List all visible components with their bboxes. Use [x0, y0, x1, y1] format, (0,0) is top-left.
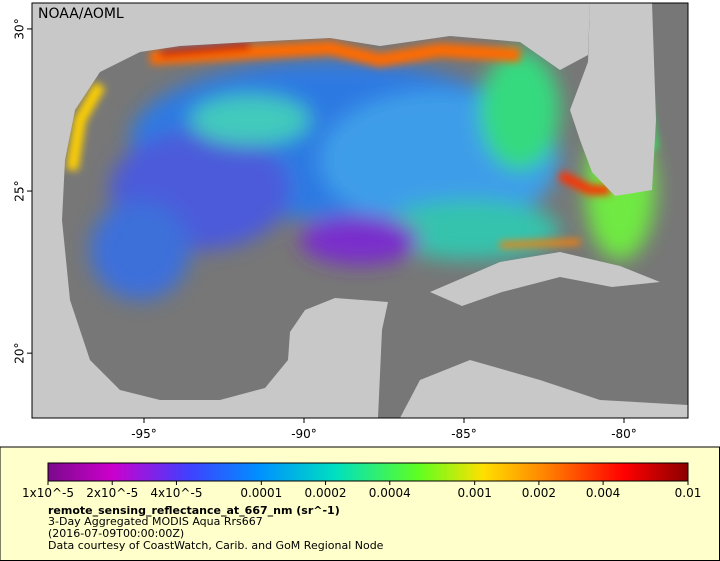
legend-line: 3-Day Aggregated MODIS Aqua Rrs667: [48, 515, 263, 528]
colorbar-tick-label: 0.002: [522, 486, 556, 500]
colorbar-tick-label: 0.01: [675, 486, 702, 500]
land-mainland: [32, 3, 590, 418]
y-tick-label: 20°: [13, 343, 27, 364]
colorbar-tick-label: 2x10^-5: [86, 486, 138, 500]
colorbar-tick-label: 0.004: [586, 486, 620, 500]
colorbar-ticks: 1x10^-5 2x10^-5 4x10^-5 0.0001 0.0002 0.0004 0…: [22, 481, 701, 500]
colorbar-tick-label: 1x10^-5: [22, 486, 74, 500]
y-tick-label: 30°: [13, 18, 27, 39]
land-cuba: [430, 252, 660, 306]
colorbar-tick-label: 0.0004: [369, 486, 411, 500]
map-label: NOAA/AOML: [38, 6, 124, 22]
legend-line: Data courtesy of CoastWatch, Carib. and …: [48, 539, 384, 552]
colorbar-tick-label: 0.0002: [305, 486, 347, 500]
x-tick-label: -90°: [291, 427, 317, 441]
map: [32, 3, 688, 418]
y-tick-label: 25°: [13, 180, 27, 201]
axes: -95° -90° -85° -80° 20° 25° 30°: [13, 18, 637, 441]
x-tick-label: -85°: [451, 427, 477, 441]
data-field: [90, 50, 655, 300]
x-tick-label: -95°: [131, 427, 157, 441]
colorbar-tick-label: 4x10^-5: [150, 486, 202, 500]
colorbar-tick-label: 0.0001: [240, 486, 282, 500]
land-florida: [570, 3, 656, 196]
colorbar-tick-label: 0.001: [457, 486, 491, 500]
land-central-america: [400, 360, 688, 418]
legend-line: (2016-07-09T00:00:00Z): [48, 527, 184, 540]
colorbar: [47, 462, 689, 482]
x-tick-label: -80°: [611, 427, 637, 441]
legend-title: remote_sensing_reflectance_at_667_nm (sr…: [48, 504, 340, 517]
map-frame: [31, 2, 689, 419]
